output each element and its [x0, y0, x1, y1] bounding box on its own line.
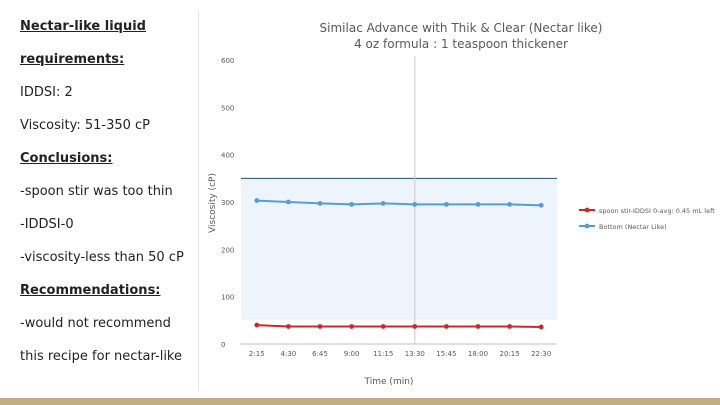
viscosity-chart: Similac Advance with Thik & Clear (Necta… [198, 10, 719, 392]
data-point [507, 324, 512, 329]
panel-text: -IDDSI-0 [20, 217, 74, 232]
data-point [254, 322, 260, 328]
x-tick-label: 20:15 [500, 350, 520, 358]
x-tick-label: 2:15 [249, 350, 265, 358]
data-point [349, 324, 354, 329]
x-tick-label: 11:15 [373, 350, 393, 358]
x-axis-label: Time (min) [364, 377, 414, 387]
data-point [286, 199, 291, 205]
requirements-panel: Nectar-like liquid requirements: IDDSI: 2 V… [20, 10, 195, 373]
x-tick-label: 22:30 [531, 350, 551, 358]
y-tick-label: 200 [221, 246, 234, 254]
x-tick-label: 4:30 [281, 350, 297, 358]
panel-heading: Nectar-like liquid [20, 19, 146, 34]
data-point [444, 201, 449, 207]
x-tick-label: 15:45 [436, 350, 456, 358]
x-tick-label: 6:45 [312, 350, 328, 358]
data-point [475, 324, 481, 329]
y-tick-label: 400 [221, 152, 234, 160]
data-point [317, 324, 323, 329]
chart-subtitle: 4 oz formula : 1 teaspoon thickener [354, 37, 568, 51]
y-tick-label: 0 [221, 341, 225, 349]
legend-marker [584, 207, 590, 213]
footer-bar [0, 398, 720, 405]
x-tick-label: 18:00 [468, 350, 488, 358]
y-tick-label: 600 [221, 57, 234, 65]
series-line [256, 199, 542, 207]
viscosity-range-band [241, 178, 557, 320]
data-point [444, 324, 449, 329]
y-tick-label: 300 [221, 199, 234, 207]
chart-svg: Similac Advance with Thik & Clear (Necta… [208, 21, 715, 387]
panel-text: this recipe for nectar-like [20, 349, 182, 364]
panel-text: Viscosity: 51-350 cP [20, 118, 150, 133]
legend-label: Bottom (Nectar Like) [599, 223, 667, 231]
data-point [286, 324, 291, 329]
data-point [254, 198, 260, 203]
panel-heading: requirements: [20, 52, 125, 67]
data-point [538, 202, 544, 208]
panel-text: -spoon stir was too thin [20, 184, 173, 199]
data-point [412, 201, 418, 207]
panel-heading: Recommendations: [20, 283, 161, 298]
panel-heading: Conclusions: [20, 151, 113, 166]
panel-text: IDDSI: 2 [20, 85, 73, 100]
x-tick-label: 13:30 [405, 350, 425, 358]
data-point [538, 324, 544, 330]
y-axis-label: Viscosity (cP) [208, 173, 218, 233]
data-point [349, 201, 354, 207]
data-point [380, 201, 386, 206]
y-tick-label: 100 [221, 294, 234, 302]
data-point [412, 324, 418, 329]
legend-marker [584, 223, 590, 229]
chart-title: Similac Advance with Thik & Clear (Necta… [320, 21, 603, 35]
data-point [507, 201, 512, 207]
panel-text: -viscosity-less than 50 cP [20, 250, 184, 265]
series-line [256, 324, 542, 328]
panel-text: -would not recommend [20, 316, 171, 331]
data-point [380, 324, 386, 329]
data-point [475, 201, 481, 207]
legend-label: spoon stir-IDDSI 0-avg: 0.45 mL left [599, 207, 715, 215]
y-tick-label: 500 [221, 104, 234, 112]
data-point [317, 201, 323, 206]
x-tick-label: 9:00 [344, 350, 360, 358]
